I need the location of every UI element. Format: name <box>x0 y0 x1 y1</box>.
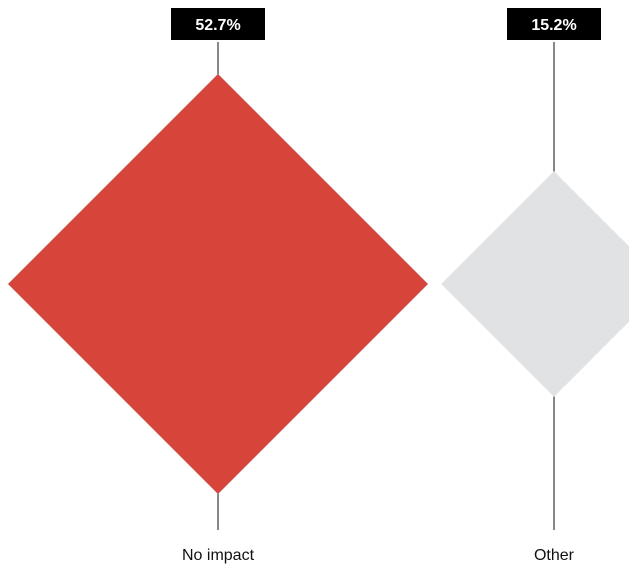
chart-marks: 52.7% No impact 15.2% Other <box>8 8 629 564</box>
category-label: No impact <box>182 547 255 564</box>
value-label-box <box>507 8 601 40</box>
diamond-mark <box>441 171 629 397</box>
diamond-mark <box>8 74 428 494</box>
value-label: 15.2% <box>531 17 576 34</box>
category-label: Other <box>534 547 575 564</box>
value-label: 52.7% <box>195 17 240 34</box>
value-label-box <box>171 8 265 40</box>
